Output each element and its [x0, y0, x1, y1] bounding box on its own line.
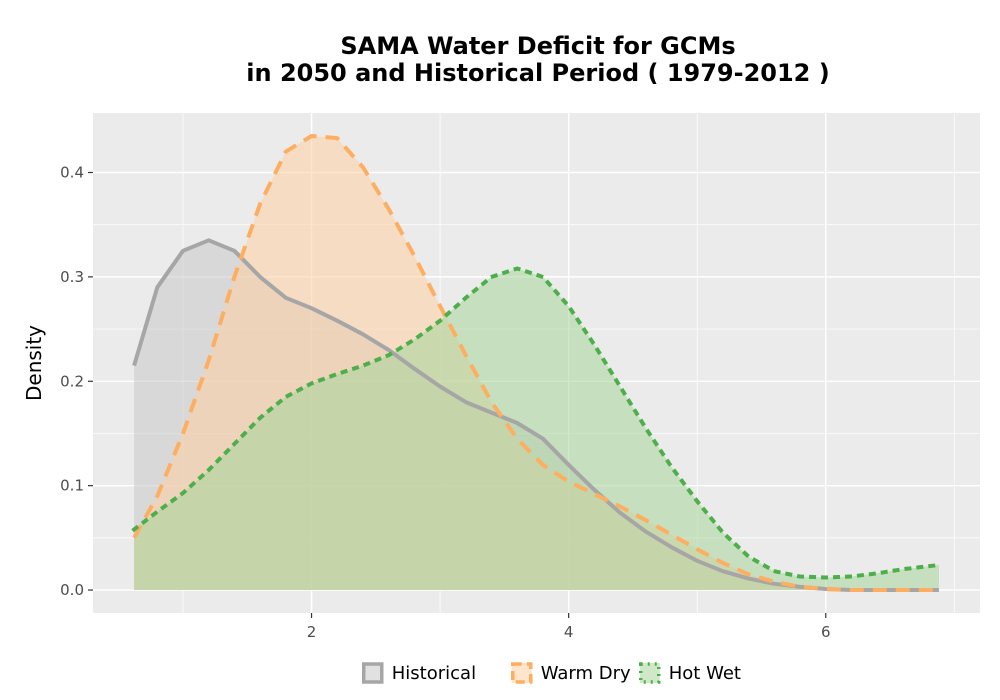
- chart-title-line-1: SAMA Water Deficit for GCMs: [340, 32, 735, 60]
- series-line-2: [131, 266, 942, 580]
- y-tick-label: 0.1: [60, 477, 84, 495]
- legend-key-fill-0: [362, 663, 383, 683]
- legend-label-1: Warm Dry: [541, 663, 631, 684]
- y-axis: 0.0 0.1 0.2 0.3 0.4: [60, 163, 93, 599]
- chart-title: SAMA Water Deficit for GCMs in 2050 and …: [246, 32, 829, 87]
- legend-key-0: [362, 662, 384, 684]
- legend-key-fill-1: [511, 663, 532, 683]
- series-lines: [131, 134, 942, 592]
- series-fill-2: [134, 268, 939, 590]
- legend-label-0: Historical: [392, 663, 476, 684]
- x-axis: 2 4 6: [307, 613, 831, 641]
- legend: Historical Warm Dry Hot Wet: [362, 662, 741, 684]
- y-tick-label: 0.3: [60, 268, 84, 286]
- series-line-1: [132, 134, 939, 592]
- x-tick-label: 6: [821, 623, 831, 641]
- y-tick-label: 0.2: [60, 372, 84, 390]
- legend-key-2: [639, 662, 661, 684]
- legend-key-1: [511, 662, 533, 684]
- series-line-0: [132, 238, 939, 592]
- y-tick-label: 0.0: [60, 581, 84, 599]
- x-tick-label: 2: [307, 623, 317, 641]
- x-tick-label: 4: [564, 623, 574, 641]
- series-fills: [134, 136, 939, 591]
- y-axis-title: Density: [22, 325, 46, 401]
- y-tick-label: 0.4: [60, 163, 84, 181]
- chart-title-line-2: in 2050 and Historical Period ( 1979-201…: [246, 59, 829, 87]
- legend-label-2: Hot Wet: [669, 663, 741, 684]
- legend-key-fill-2: [639, 663, 660, 683]
